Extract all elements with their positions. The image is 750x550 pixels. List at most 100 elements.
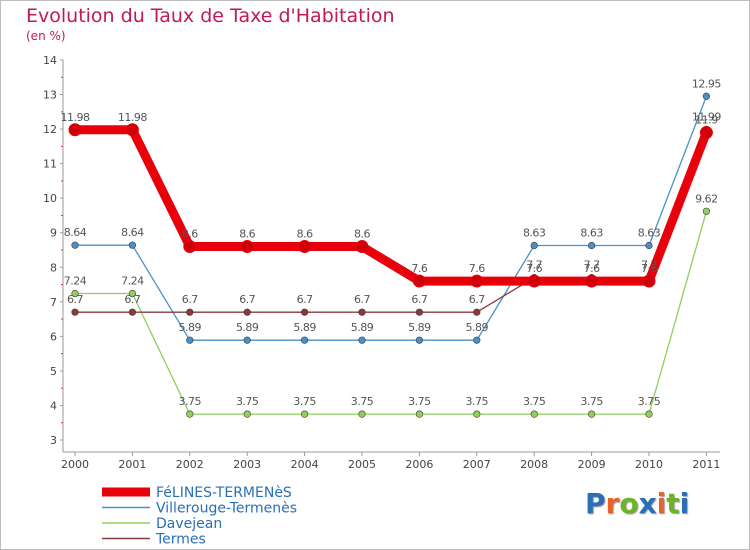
data-point <box>530 410 538 418</box>
logo-letter: o <box>619 487 639 520</box>
x-tick-label: 2008 <box>520 458 548 471</box>
data-point <box>470 274 484 288</box>
data-point <box>415 410 424 418</box>
data-label: 3.75 <box>179 395 202 408</box>
data-point <box>71 308 79 316</box>
data-label: 9.62 <box>695 192 718 205</box>
x-tick-label: 2006 <box>405 458 433 471</box>
data-label: 5.89 <box>236 321 259 334</box>
x-tick-label: 2000 <box>61 458 89 471</box>
data-point <box>71 241 79 249</box>
data-point <box>186 336 194 344</box>
data-label: 7.6 <box>641 262 657 275</box>
data-labels: 8.64 8.645.89 5.89 5.89 5.89 5.89 5.898.63 8.63… <box>61 77 722 408</box>
data-label: 3.75 <box>293 395 316 408</box>
data-label: 3.75 <box>236 395 259 408</box>
data-label: 3.75 <box>580 395 603 408</box>
series-line <box>70 125 711 286</box>
x-tick-label: 2009 <box>578 458 606 471</box>
data-label: 6.7 <box>182 293 198 306</box>
data-point <box>642 274 656 288</box>
data-label: 3.75 <box>466 395 489 408</box>
data-label: 7.7 <box>526 259 542 272</box>
data-point <box>527 274 541 288</box>
y-tick-label: 11 <box>43 158 57 171</box>
data-point <box>702 207 711 215</box>
data-point <box>186 410 194 418</box>
y-tick-label: 6 <box>50 330 57 343</box>
data-point <box>298 240 312 254</box>
y-tick-label: 9 <box>50 227 57 240</box>
data-point <box>301 308 309 316</box>
chart-subtitle: (en %) <box>26 29 66 43</box>
data-point <box>358 308 366 316</box>
data-point <box>699 126 713 140</box>
data-point <box>587 241 596 250</box>
proxiti-logo: Proxiti <box>585 487 689 520</box>
logo-letter: i <box>656 487 667 520</box>
data-label: 11.98 <box>118 111 147 124</box>
data-point <box>587 410 596 418</box>
data-label: 7.6 <box>526 262 542 275</box>
data-point <box>415 336 424 344</box>
data-point <box>68 123 82 137</box>
data-label: 7.24 <box>64 275 87 288</box>
data-label: 6.7 <box>411 293 427 306</box>
chart-title: Evolution du Taux de Taxe d'Habitation <box>26 5 395 27</box>
data-label: 7.7 <box>584 259 600 272</box>
data-point <box>585 274 599 288</box>
legend: FéLINES-TERMENèSVillerouge-TermenèsDavej… <box>102 485 297 548</box>
logo-letter: x <box>638 487 657 520</box>
y-tick-label: 10 <box>43 192 57 205</box>
data-label: 7.7 <box>641 259 657 272</box>
data-label: 8.63 <box>580 227 603 240</box>
data-label: 3.75 <box>351 395 374 408</box>
data-point <box>473 410 481 418</box>
data-point <box>128 241 136 249</box>
data-label: 7.6 <box>469 262 485 275</box>
data-label: 5.89 <box>351 321 374 334</box>
data-point <box>240 240 254 254</box>
data-point <box>128 308 136 316</box>
data-label: 6.7 <box>239 293 255 306</box>
x-tick-label: 2011 <box>692 458 720 471</box>
y-tick-label: 7 <box>50 296 57 309</box>
data-label: 3.75 <box>638 395 661 408</box>
data-label: 6.7 <box>469 293 485 306</box>
x-tick-label: 2010 <box>635 458 663 471</box>
x-tick-label: 2001 <box>118 458 146 471</box>
data-point <box>301 336 309 344</box>
data-point <box>473 308 481 316</box>
data-label: 8.64 <box>121 226 144 239</box>
y-tick-label: 13 <box>43 89 57 102</box>
data-label: 6.7 <box>67 293 83 306</box>
data-point <box>243 336 251 344</box>
data-label: 8.63 <box>638 227 661 240</box>
x-tick-label: 2007 <box>463 458 491 471</box>
data-point <box>412 274 426 288</box>
data-label: 5.89 <box>179 321 202 334</box>
data-point <box>415 308 424 316</box>
x-tick-label: 2004 <box>291 458 319 471</box>
data-point <box>645 410 653 418</box>
data-label: 8.6 <box>182 228 198 241</box>
data-label: 5.89 <box>466 321 489 334</box>
series-layer <box>68 92 713 418</box>
data-point <box>183 240 197 254</box>
data-label: 5.89 <box>293 321 316 334</box>
data-label: 8.64 <box>64 226 87 239</box>
data-label: 8.63 <box>523 227 546 240</box>
legend-label: Davejean <box>156 516 222 532</box>
data-point <box>473 336 481 344</box>
data-point <box>355 240 369 254</box>
y-tick-label: 14 <box>43 54 57 67</box>
data-label: 8.6 <box>297 228 313 241</box>
y-tick-label: 3 <box>50 434 57 447</box>
data-label: 6.7 <box>297 293 313 306</box>
data-point <box>645 241 653 250</box>
data-point <box>186 308 194 316</box>
x-tick-label: 2002 <box>176 458 204 471</box>
data-label: 11.99 <box>692 110 721 123</box>
